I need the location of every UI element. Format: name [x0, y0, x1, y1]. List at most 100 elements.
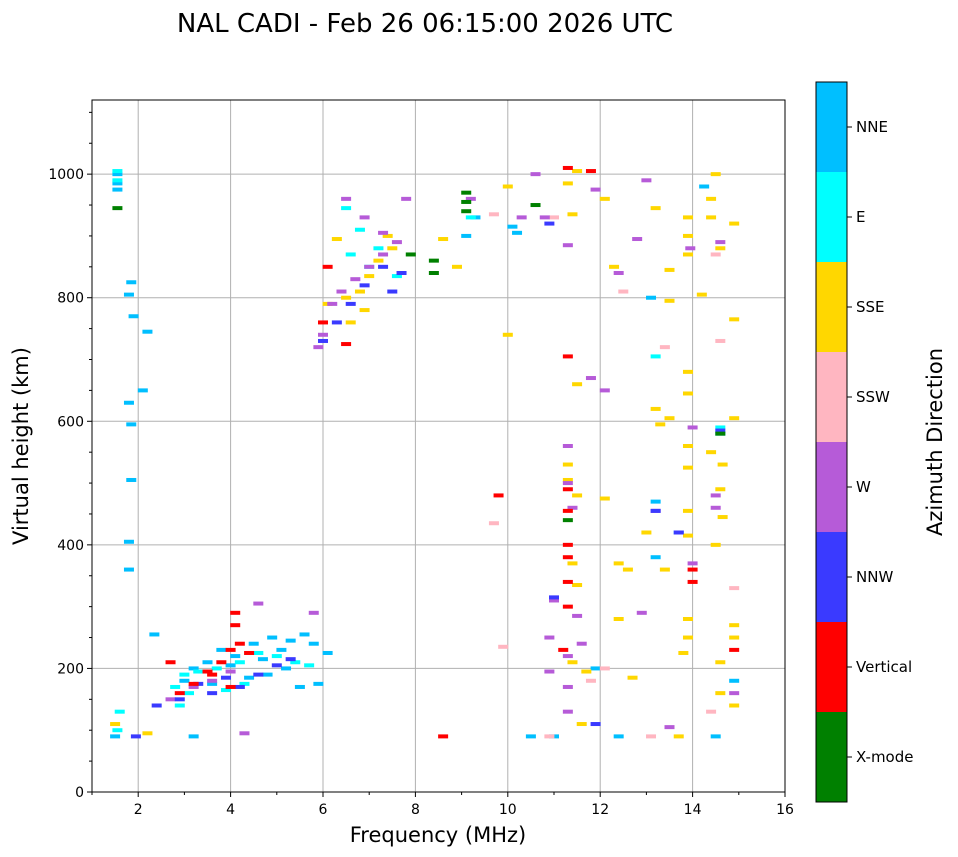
data-point-nne	[285, 638, 296, 643]
data-point-e	[193, 669, 204, 674]
data-point-vertical	[244, 650, 255, 655]
data-point-sse	[673, 734, 684, 739]
data-point-sse	[567, 660, 578, 665]
data-point-sse	[729, 623, 740, 628]
data-point-e	[220, 688, 231, 693]
data-point-sse	[729, 416, 740, 421]
data-point-nne	[126, 280, 137, 285]
data-point-vertical	[230, 610, 241, 615]
data-point-ssw	[659, 345, 670, 350]
data-point-w	[318, 332, 328, 337]
data-point-sse	[572, 493, 583, 498]
colorbar-swatch	[816, 172, 847, 262]
x-tick-label: 14	[684, 802, 702, 818]
data-point-nne	[281, 666, 292, 671]
x-tick-label: 12	[591, 802, 609, 818]
data-point-ssw	[646, 734, 657, 739]
data-point-vertical	[318, 320, 328, 325]
data-point-nnw	[590, 722, 601, 727]
data-point-sse	[502, 184, 513, 189]
data-point-w	[636, 610, 647, 615]
data-point-sse	[729, 635, 740, 640]
data-point-nnw	[715, 428, 726, 433]
data-point-w	[562, 654, 573, 659]
data-point-w	[710, 493, 721, 498]
data-point-nne	[461, 233, 472, 238]
colorbar-title-layer: Azimuth Direction	[923, 348, 947, 536]
data-point-sse	[502, 332, 513, 337]
colorbar-title: Azimuth Direction	[923, 348, 947, 536]
colorbar-label: NNW	[856, 568, 893, 586]
axes-layer	[91, 99, 786, 793]
colorbar-swatch	[816, 442, 847, 532]
data-point-nne	[613, 734, 624, 739]
data-point-vertical	[341, 342, 352, 347]
data-point-nne	[322, 650, 333, 655]
colorbar: X-mode Vertical NNW W SSW SSE E NNE	[815, 81, 913, 803]
data-point-w	[687, 425, 698, 430]
data-point-ssw	[544, 734, 555, 739]
y-tick-label: 1000	[48, 167, 84, 183]
data-point-nne	[123, 400, 134, 405]
data-point-w	[239, 731, 250, 736]
data-point-sse	[715, 660, 726, 665]
data-point-sse	[354, 289, 365, 294]
data-point-nne	[512, 230, 523, 235]
data-point-x-mode	[715, 431, 726, 436]
data-point-sse	[682, 391, 693, 396]
data-point-nne	[308, 641, 319, 646]
data-point-sse	[609, 264, 620, 269]
data-point-w	[664, 725, 675, 730]
data-point-e	[114, 709, 125, 714]
axis-labels-layer: Frequency (MHz) Virtual height (km)	[9, 347, 526, 847]
data-point-sse	[572, 583, 583, 588]
data-point-ssw	[599, 666, 610, 671]
data-point-w	[378, 230, 389, 235]
data-point-w	[567, 505, 578, 510]
data-point-sse	[641, 530, 652, 535]
data-point-e	[345, 252, 356, 257]
data-point-sse	[717, 462, 728, 467]
data-point-w	[641, 178, 652, 183]
data-point-sse	[613, 561, 624, 566]
data-point-w	[359, 215, 370, 220]
data-point-sse	[562, 181, 573, 186]
data-point-vertical	[322, 264, 333, 269]
data-point-w	[562, 709, 573, 714]
data-point-e	[112, 169, 123, 174]
data-point-vertical	[202, 669, 213, 674]
data-point-nne	[276, 647, 287, 652]
data-point-sse	[567, 561, 578, 566]
data-point-nne	[202, 660, 213, 665]
data-point-vertical	[174, 691, 185, 696]
data-point-vertical	[234, 641, 245, 646]
data-point-nnw	[396, 271, 407, 275]
data-point-e	[715, 425, 726, 430]
data-point-nne	[262, 672, 273, 677]
data-point-w	[632, 237, 643, 242]
data-point-sse	[110, 722, 121, 727]
data-point-nnw	[130, 734, 141, 739]
data-point-sse	[387, 246, 398, 251]
data-point-w	[613, 271, 624, 275]
data-point-nne	[710, 734, 721, 739]
data-point-e	[373, 246, 384, 251]
data-point-w	[308, 610, 319, 615]
data-point-e	[290, 660, 301, 665]
data-point-w	[562, 684, 573, 689]
colorbar-swatch	[816, 622, 847, 712]
data-point-e	[650, 354, 661, 359]
data-point-e	[170, 684, 181, 689]
data-point-sse	[581, 669, 592, 674]
data-point-nne	[123, 292, 134, 297]
data-point-nnw	[387, 289, 398, 294]
data-point-nne	[267, 635, 278, 640]
colorbar-swatch	[816, 82, 847, 172]
data-point-sse	[599, 196, 610, 201]
data-point-sse	[715, 487, 726, 492]
data-point-sse	[599, 496, 610, 501]
data-point-e	[304, 663, 315, 668]
data-point-nne	[248, 641, 259, 646]
data-point-e	[354, 227, 365, 232]
data-point-w	[401, 196, 412, 201]
